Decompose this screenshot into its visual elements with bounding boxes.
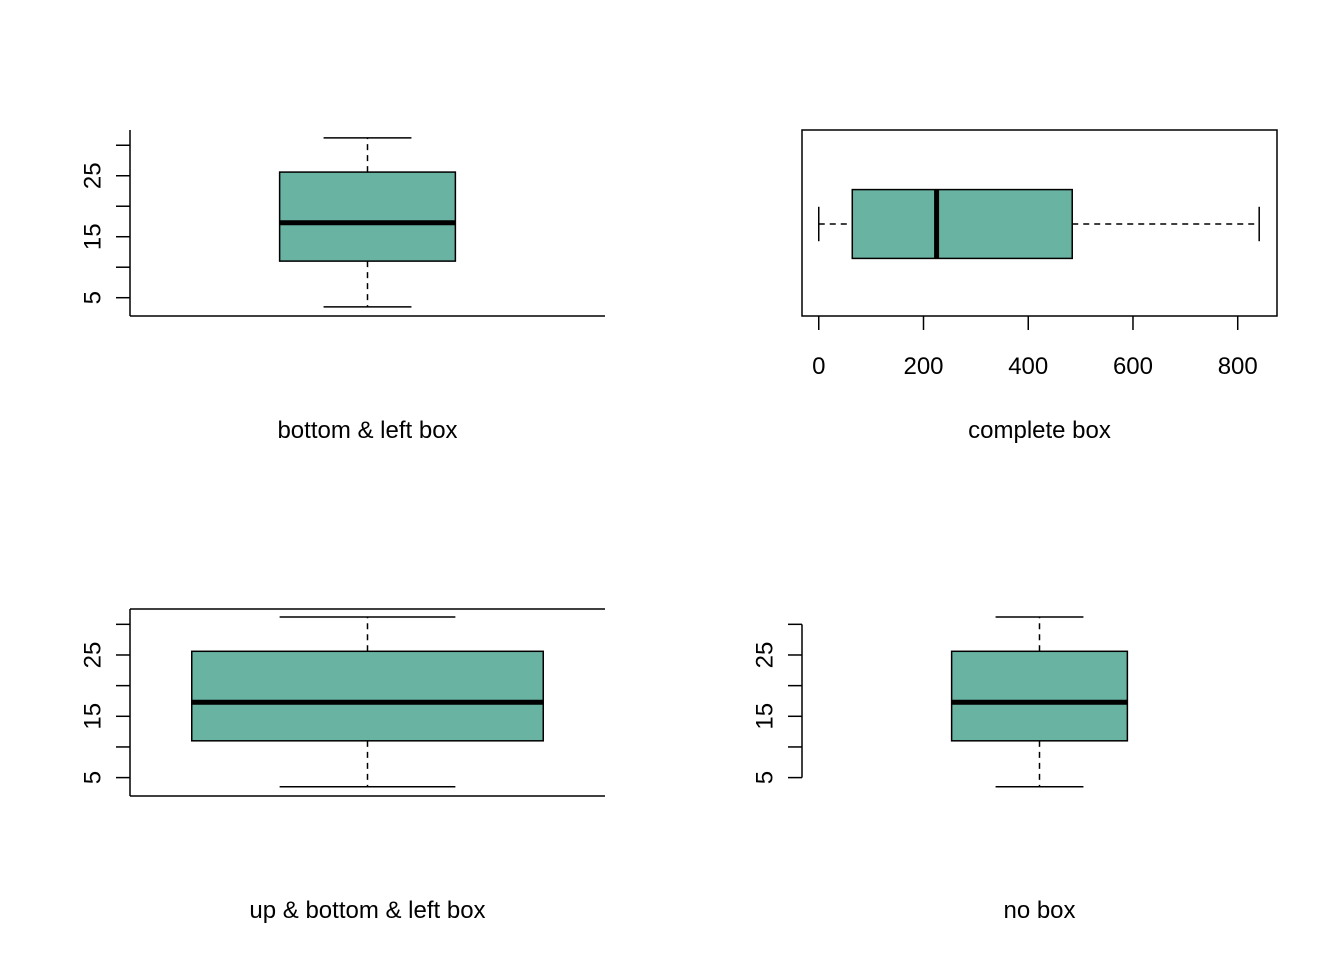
x-tick-label: 600 (1113, 353, 1153, 380)
y-tick-label: 15 (79, 703, 106, 730)
x-tick-label: 0 (812, 353, 825, 380)
chart-panel-3: 5 15 25 up & bottom & left box (79, 608, 605, 924)
chart-panel-2: 0 200 400 600 800 complete box (801, 129, 1278, 444)
y-tick-label: 25 (751, 642, 778, 669)
panel-xlabel: complete box (968, 417, 1111, 444)
chart-panel-4: 5 15 25 no box (751, 616, 1129, 924)
iqr-box (950, 650, 1129, 742)
panel-xlabel: up & bottom & left box (249, 897, 485, 924)
y-tick-label: 25 (79, 642, 106, 669)
y-tick-label: 25 (79, 162, 106, 189)
panel-xlabel: bottom & left box (277, 417, 457, 444)
iqr-box (191, 650, 544, 742)
chart-panel-1: 5 15 25 bottom & left box (79, 130, 605, 444)
y-tick-label: 15 (79, 223, 106, 250)
y-tick-label: 5 (79, 291, 106, 304)
x-tick-label: 200 (903, 353, 943, 380)
y-tick-label: 5 (79, 771, 106, 784)
x-tick-label: 800 (1218, 353, 1258, 380)
y-tick-label: 15 (751, 703, 778, 730)
plot-frame (801, 129, 1278, 317)
panel-xlabel: no box (1003, 897, 1075, 924)
x-tick-label: 400 (1008, 353, 1048, 380)
iqr-box (851, 188, 1073, 260)
iqr-box (278, 171, 457, 262)
y-tick-label: 5 (751, 771, 778, 784)
